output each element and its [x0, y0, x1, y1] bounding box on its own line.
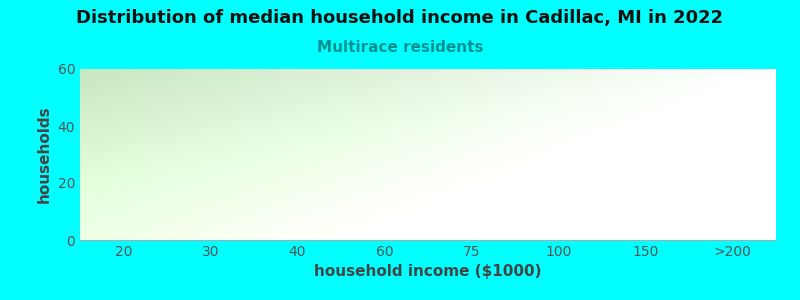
Text: City-Data.com: City-Data.com	[588, 80, 680, 93]
Bar	[167, 200, 254, 240]
Bar	[428, 203, 515, 240]
X-axis label: household income ($1000): household income ($1000)	[314, 264, 542, 279]
Y-axis label: households: households	[37, 106, 52, 203]
Text: Multirace residents: Multirace residents	[317, 40, 483, 56]
Bar	[689, 189, 776, 240]
Bar	[80, 129, 167, 240]
Text: Distribution of median household income in Cadillac, MI in 2022: Distribution of median household income …	[77, 9, 723, 27]
Text: ●: ●	[578, 80, 589, 93]
Bar	[254, 160, 341, 240]
Bar	[515, 223, 602, 240]
